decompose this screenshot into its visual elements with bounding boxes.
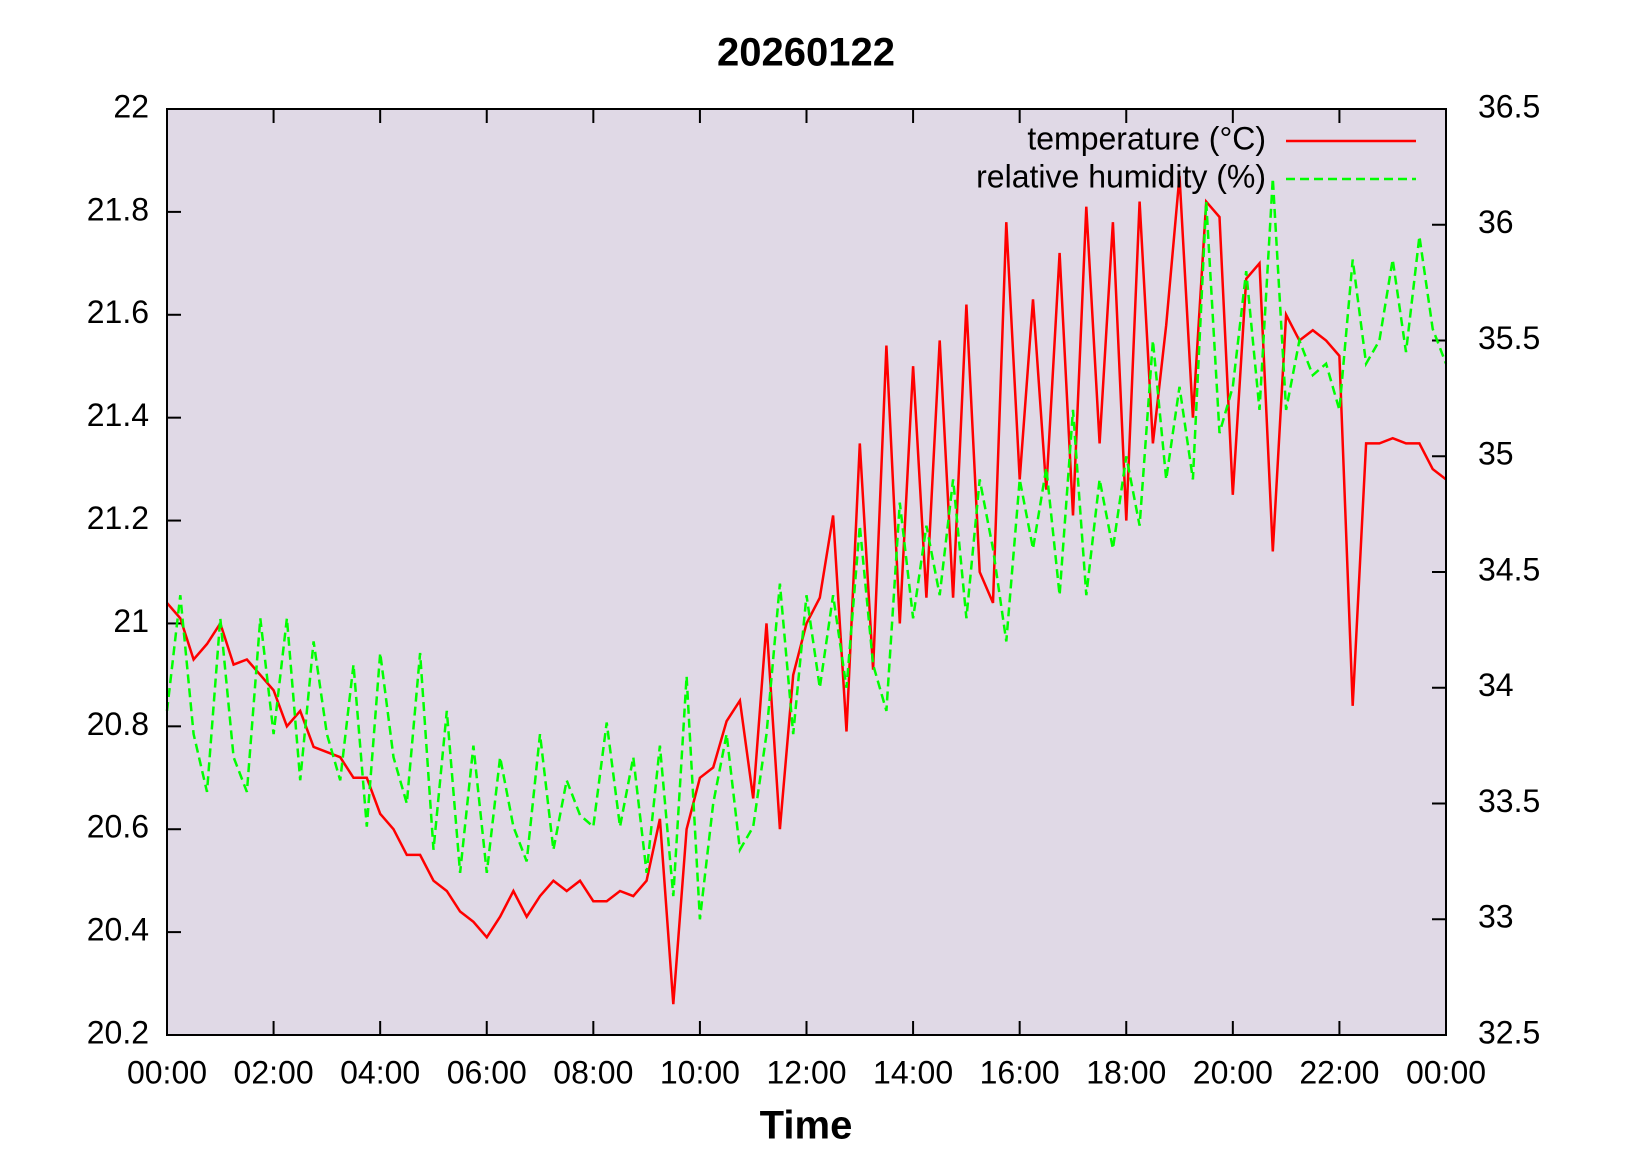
x-tick-label: 04:00 xyxy=(340,1054,420,1090)
y-tick-label: 20.6 xyxy=(87,809,149,845)
x-tick-label: 12:00 xyxy=(766,1054,846,1090)
y-tick-label: 20.4 xyxy=(87,912,149,948)
plot-border xyxy=(166,108,1447,1036)
y2-tick-label: 33.5 xyxy=(1478,783,1540,819)
x-tick-label: 14:00 xyxy=(873,1054,953,1090)
y-tick-label: 20.8 xyxy=(87,706,149,742)
y2-tick-label: 36.5 xyxy=(1478,88,1540,124)
y2-tick-label: 34.5 xyxy=(1478,551,1540,587)
x-tick-label: 08:00 xyxy=(553,1054,633,1090)
y-tick-label: 22 xyxy=(113,88,149,124)
y-tick-label: 21.6 xyxy=(87,294,149,330)
y2-tick-label: 33 xyxy=(1478,899,1514,935)
x-tick-label: 20:00 xyxy=(1193,1054,1273,1090)
y2-tick-label: 34 xyxy=(1478,667,1514,703)
y-tick-label: 21.4 xyxy=(87,397,149,433)
data-line xyxy=(166,175,1447,1005)
x-tick-label: 10:00 xyxy=(660,1054,740,1090)
data-line xyxy=(165,178,1448,920)
x-tick-label: 02:00 xyxy=(234,1054,314,1090)
legend-label: temperature (°C) xyxy=(1027,120,1266,156)
y-tick-label: 21.2 xyxy=(87,500,149,536)
x-tick-label: 06:00 xyxy=(447,1054,527,1090)
y-tick-label: 21.8 xyxy=(87,191,149,227)
x-tick-label: 00:00 xyxy=(127,1054,207,1090)
y-tick-label: 20.2 xyxy=(87,1014,149,1050)
y2-tick-label: 32.5 xyxy=(1478,1014,1540,1050)
x-tick-label: 16:00 xyxy=(980,1054,1060,1090)
x-tick-label: 00:00 xyxy=(1406,1054,1486,1090)
plot-area xyxy=(167,109,1446,1035)
y-tick-label: 21 xyxy=(113,603,149,639)
legend-label: relative humidity (%) xyxy=(976,158,1266,194)
y2-tick-label: 36 xyxy=(1478,204,1514,240)
y2-tick-label: 35 xyxy=(1478,436,1514,472)
y2-tick-label: 35.5 xyxy=(1478,320,1540,356)
x-tick-label: 22:00 xyxy=(1299,1054,1379,1090)
x-axis-label: Time xyxy=(760,1104,853,1148)
x-tick-label: 18:00 xyxy=(1086,1054,1166,1090)
chart-title: 20260122 xyxy=(717,31,895,75)
